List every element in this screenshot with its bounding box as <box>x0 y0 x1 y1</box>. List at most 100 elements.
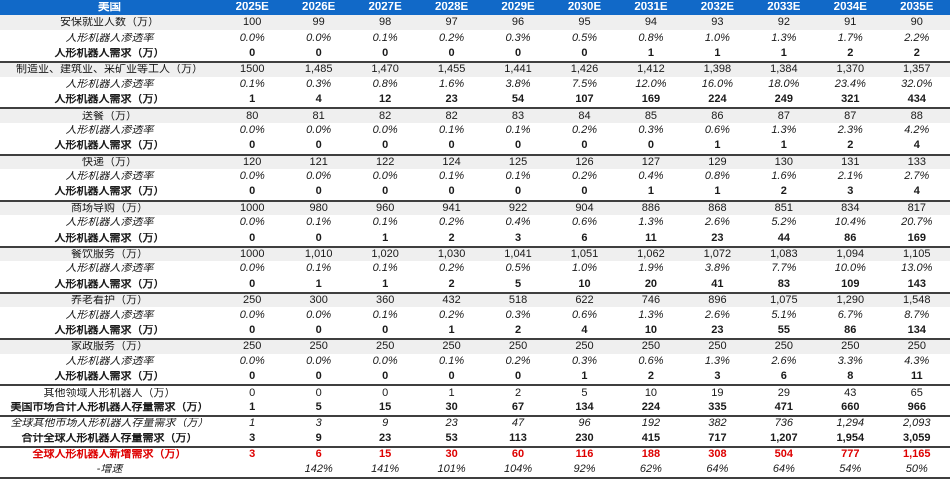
value-cell: 0 <box>382 47 389 59</box>
value-cell: 0.1% <box>439 355 465 367</box>
value-cell: 0 <box>315 371 322 383</box>
value-cell: 0.3% <box>571 355 598 367</box>
row-label: 送餐（万） <box>82 110 137 122</box>
value-cell: 20.7% <box>901 217 933 229</box>
value-cell: 1,398 <box>703 64 732 76</box>
value-cell: 0.1% <box>372 217 398 229</box>
table-row: 人形机器人需求（万） 0 0 0 0 0 0 1 1 2 3 4 <box>0 184 950 199</box>
value-cell: 5.2% <box>771 217 797 229</box>
row-label: 人形机器人需求（万） <box>54 325 165 336</box>
value-cell: 11 <box>910 371 923 383</box>
table-row: 人形机器人渗透率 0.0% 0.0% 0.0% 0.1% 0.1% 0.2% 0.4% 0.8%… <box>0 169 950 184</box>
value-cell: 0.3% <box>638 124 664 136</box>
value-cell: 120 <box>243 156 262 168</box>
value-cell: 12 <box>379 94 392 106</box>
value-cell: 8.7% <box>904 309 930 321</box>
value-cell: 1,207 <box>770 432 798 444</box>
value-cell: 0 <box>448 371 455 383</box>
value-cell: 0 <box>249 325 256 336</box>
value-cell: 0 <box>514 186 522 198</box>
value-cell: 1 <box>382 232 389 244</box>
value-cell: 2 <box>448 278 455 290</box>
value-cell: 12.0% <box>635 78 667 90</box>
value-cell: 10 <box>644 325 658 336</box>
value-cell: 41 <box>711 278 724 290</box>
value-cell: 0.8% <box>638 32 664 44</box>
value-cell: 0 <box>448 47 455 59</box>
value-cell: 1 <box>448 325 455 336</box>
value-cell: 23.4% <box>834 78 866 90</box>
value-cell: 230 <box>575 432 594 444</box>
value-cell: 0.4% <box>505 217 531 229</box>
value-cell: 0.1% <box>439 124 465 136</box>
table-row: 人形机器人渗透率 0.1% 0.3% 0.8% 1.6% 3.8% 7.5% 12.0% 16.… <box>0 77 950 92</box>
value-cell: 1 <box>647 186 654 198</box>
value-cell: 0 <box>581 47 588 59</box>
value-cell: 1,470 <box>371 64 399 76</box>
value-cell: 0 <box>647 140 654 152</box>
row-label: 人形机器人需求（万） <box>54 186 165 198</box>
value-cell: 851 <box>774 202 794 214</box>
value-cell: 250 <box>375 341 395 353</box>
row-label: 全球其他市场人形机器人存量需求（万） <box>10 418 209 430</box>
value-cell: 10.0% <box>834 263 866 275</box>
value-cell: 8 <box>847 371 854 383</box>
table-row: 送餐（万） 80 81 82 82 83 84 85 86 87 87 88 <box>0 107 950 123</box>
value-cell: 131 <box>841 156 860 168</box>
value-cell: 1000 <box>239 249 265 261</box>
value-cell: 0.2% <box>439 309 465 321</box>
value-cell: 30 <box>445 449 458 461</box>
row-label: 人形机器人需求（万） <box>54 278 165 290</box>
value-cell: 0.6% <box>571 309 598 321</box>
table-row: 人形机器人需求（万） 0 0 0 0 0 0 0 1 1 2 4 <box>0 138 950 153</box>
value-cell: 99 <box>312 17 325 29</box>
value-cell: 7.7% <box>771 263 797 275</box>
value-cell: 54 <box>511 94 525 106</box>
value-cell: 250 <box>508 341 528 353</box>
value-cell: 192 <box>641 418 661 430</box>
value-cell: 1.0% <box>704 32 730 44</box>
value-cell: 1 <box>714 186 721 198</box>
value-cell: 133 <box>907 156 926 168</box>
value-cell: 86 <box>844 325 857 336</box>
value-cell: 82 <box>379 110 392 122</box>
value-cell: 64% <box>772 463 795 475</box>
value-cell: 188 <box>641 449 661 461</box>
value-cell: 0 <box>382 371 389 383</box>
value-cell: 432 <box>442 295 461 307</box>
value-cell: 1500 <box>239 64 265 76</box>
value-cell: 0.2% <box>439 263 465 275</box>
value-cell: 122 <box>375 156 395 168</box>
value-cell: 0 <box>315 186 322 198</box>
value-cell: 90 <box>910 17 923 29</box>
value-cell: 817 <box>907 202 926 214</box>
value-cell: 0.0% <box>306 171 332 183</box>
row-label: 安保就业人数（万） <box>60 17 159 29</box>
table-row: 全球人形机器人新增需求（万） 3 6 15 30 60 116 188 308 504 777 1,1… <box>0 445 950 461</box>
value-cell: 2 <box>847 140 854 152</box>
value-cell: 0.0% <box>306 32 332 44</box>
value-cell: 941 <box>442 202 461 214</box>
us-humanoid-robot-demand-table: 美国 2025E 2026E 2027E 2028E 2029E 2030E 2031E 20… <box>0 0 950 479</box>
table-row: 人形机器人渗透率 0.0% 0.0% 0.1% 0.2% 0.3% 0.6% 1.3% 2.6%… <box>0 307 950 322</box>
value-cell: 98 <box>379 17 392 29</box>
value-cell: 1 <box>714 140 721 152</box>
value-cell: 1 <box>780 47 787 59</box>
value-cell: 4 <box>581 325 588 336</box>
value-cell: 250 <box>243 295 262 307</box>
value-cell: 904 <box>575 202 594 214</box>
table-row: 美国市场合计人形机器人存量需求（万） 1 5 15 30 67 134 224 335 471 66… <box>0 400 950 415</box>
value-cell: 1 <box>249 401 256 413</box>
value-cell: 0.1% <box>306 263 332 275</box>
value-cell: 1 <box>647 47 654 59</box>
value-cell: 3 <box>315 418 322 430</box>
table-row: 人形机器人需求（万） 0 0 0 0 0 1 2 3 6 8 11 <box>0 369 950 384</box>
value-cell: 83 <box>777 278 790 290</box>
value-cell: 1,441 <box>504 64 532 76</box>
value-cell: 0 <box>249 186 256 198</box>
value-cell: 0 <box>382 325 389 336</box>
value-cell: 415 <box>641 432 661 444</box>
table-row: 其他领域人形机器人（万） 0 0 0 1 2 5 10 19 29 43 65 <box>0 384 950 399</box>
row-label: 人形机器人渗透率 <box>65 32 154 44</box>
value-cell: 43 <box>844 387 857 399</box>
